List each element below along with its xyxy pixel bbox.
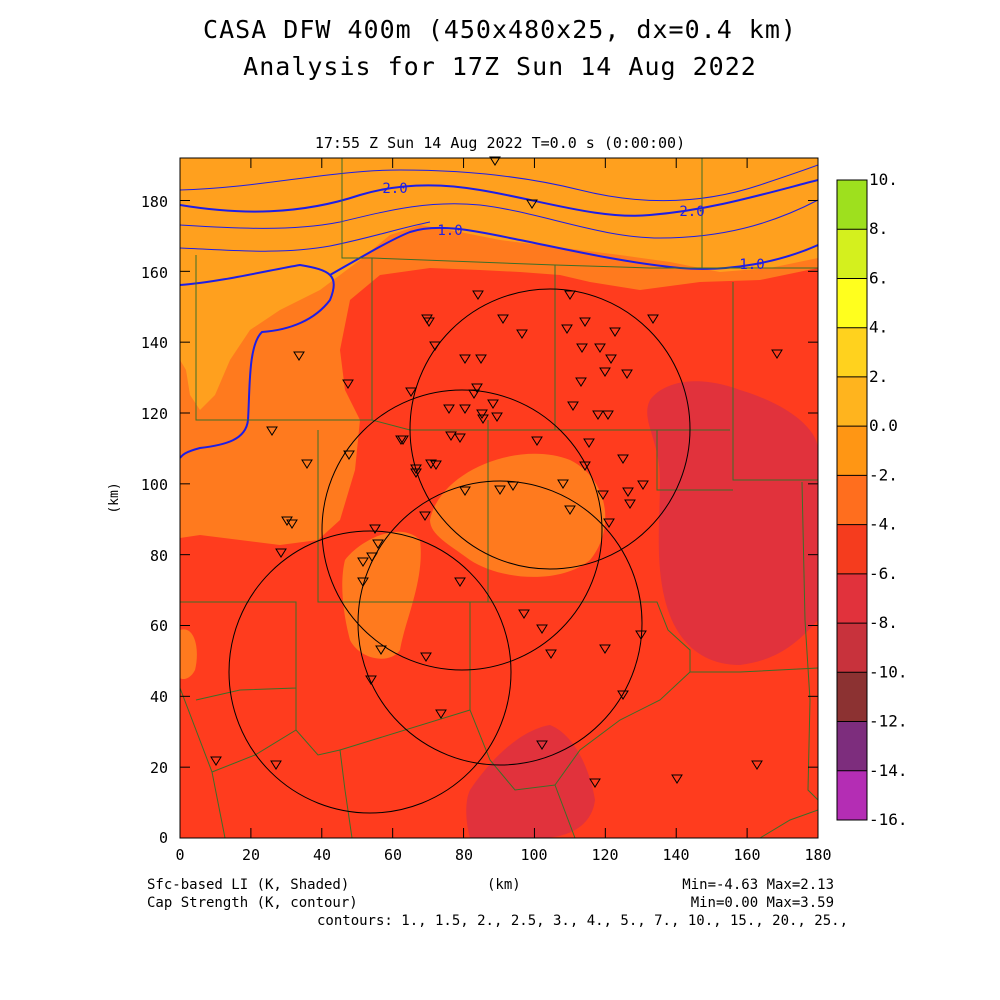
- colorbar-swatch: [837, 229, 867, 279]
- colorbar-swatch: [837, 426, 867, 476]
- y-tick-label: 100: [141, 476, 168, 494]
- chart-title: CASA DFW 400m (450x480x25, dx=0.4 km): [203, 15, 797, 44]
- colorbar-label: -12.: [869, 712, 908, 731]
- valid-time-label: 17:55 Z Sun 14 Aug 2022 T=0.0 s (0:00:00…: [314, 134, 686, 152]
- footer-contour-levels: contours: 1., 1.5, 2., 2.5, 3., 4., 5., …: [316, 913, 848, 929]
- colorbar-swatch: [837, 623, 867, 673]
- colorbar-swatch: [837, 327, 867, 377]
- colorbar-label: 8.: [869, 219, 888, 238]
- footer-shaded-label: Sfc-based LI (K, Shaded): [147, 877, 350, 893]
- colorbar-swatch: [837, 770, 867, 820]
- y-tick-label: 120: [141, 405, 168, 423]
- colorbar-label: 0.0: [869, 416, 898, 435]
- li-shaded-field: [180, 158, 818, 838]
- x-tick-label: 60: [384, 846, 402, 864]
- y-tick-label: 180: [141, 193, 168, 211]
- y-tick-label: 20: [150, 759, 168, 777]
- x-axis-label: (km): [487, 877, 521, 893]
- footer-contour-label: Cap Strength (K, contour): [147, 895, 358, 911]
- plot-frame: [179, 157, 819, 839]
- li-band-minus6-east: [647, 381, 818, 665]
- y-tick-label: 40: [150, 688, 168, 706]
- y-tick-label: 60: [150, 617, 168, 635]
- contour-label: 1.0: [739, 257, 764, 273]
- chart-subtitle: Analysis for 17Z Sun 14 Aug 2022: [243, 52, 757, 81]
- footer-shaded-minmax: Min=-4.63 Max=2.13: [682, 877, 834, 893]
- footer-contour-minmax: Min=0.00 Max=3.59: [690, 895, 834, 911]
- x-tick-label: 160: [733, 846, 760, 864]
- colorbar-label: -8.: [869, 613, 898, 632]
- contour-label: 2.0: [679, 204, 704, 220]
- colorbar-label: -4.: [869, 515, 898, 534]
- colorbar-label: -16.: [869, 810, 908, 829]
- colorbar-swatch: [837, 180, 867, 230]
- cap-contour-2p0: [180, 179, 818, 217]
- colorbar-swatch: [837, 376, 867, 427]
- x-tick-label: 20: [242, 846, 260, 864]
- x-tick-labels: 0 20 40 60 80 100 120 140 160 180: [175, 846, 831, 864]
- contour-labels: 2.0 1.0 2.0 1.0: [382, 181, 764, 273]
- colorbar-swatch: [837, 672, 867, 722]
- axis-ticks: [179, 158, 819, 839]
- colorbar-swatch: [837, 524, 867, 574]
- li-band-minus6-south: [466, 725, 595, 838]
- cap-contour-1p5-west: [180, 221, 431, 252]
- colorbar-swatch: [837, 573, 867, 624]
- x-tick-label: 80: [455, 846, 473, 864]
- li-band-0: [180, 158, 818, 410]
- x-tick-label: 140: [662, 846, 689, 864]
- colorbar-swatch: [837, 721, 867, 771]
- y-tick-label: 140: [141, 334, 168, 352]
- colorbar-label: 6.: [869, 268, 888, 287]
- radar-range-rings: [228, 288, 691, 814]
- colorbar-label: -10.: [869, 662, 908, 681]
- colorbar-label: -2.: [869, 465, 898, 484]
- y-tick-labels: 0 20 40 60 80 100 120 140 160 180: [141, 193, 168, 847]
- x-tick-label: 120: [591, 846, 618, 864]
- colorbar-frame: [836, 179, 868, 821]
- cap-contour-1p5: [180, 199, 818, 239]
- colorbar: 10. 8. 6. 4. 2. 0.0 -2. -4. -6. -8. -10. -12. -14. -1…: [836, 170, 908, 829]
- cap-contour-1p0: [180, 263, 335, 459]
- colorbar-swatch: [837, 475, 867, 525]
- x-tick-label: 40: [313, 846, 331, 864]
- colorbar-swatch: [837, 278, 867, 328]
- contour-label: 2.0: [382, 181, 407, 197]
- colorbar-label: 4.: [869, 318, 888, 337]
- colorbar-label: 10.: [869, 170, 898, 189]
- y-tick-label: 80: [150, 547, 168, 565]
- y-tick-label: 160: [141, 264, 168, 282]
- colorbar-label: 2.: [869, 367, 888, 386]
- y-axis-label: (km): [107, 482, 122, 513]
- x-tick-label: 0: [175, 846, 184, 864]
- y-tick-label: 0: [159, 829, 168, 847]
- contour-label: 1.0: [437, 223, 462, 239]
- colorbar-label: -6.: [869, 564, 898, 583]
- colorbar-label: -14.: [869, 761, 908, 780]
- county-boundaries: [180, 158, 818, 838]
- x-tick-label: 100: [520, 846, 547, 864]
- cap-contour-2p5: [180, 164, 818, 202]
- station-markers: [210, 156, 783, 788]
- li-band-minus2-west: [180, 629, 197, 680]
- x-tick-label: 180: [804, 846, 831, 864]
